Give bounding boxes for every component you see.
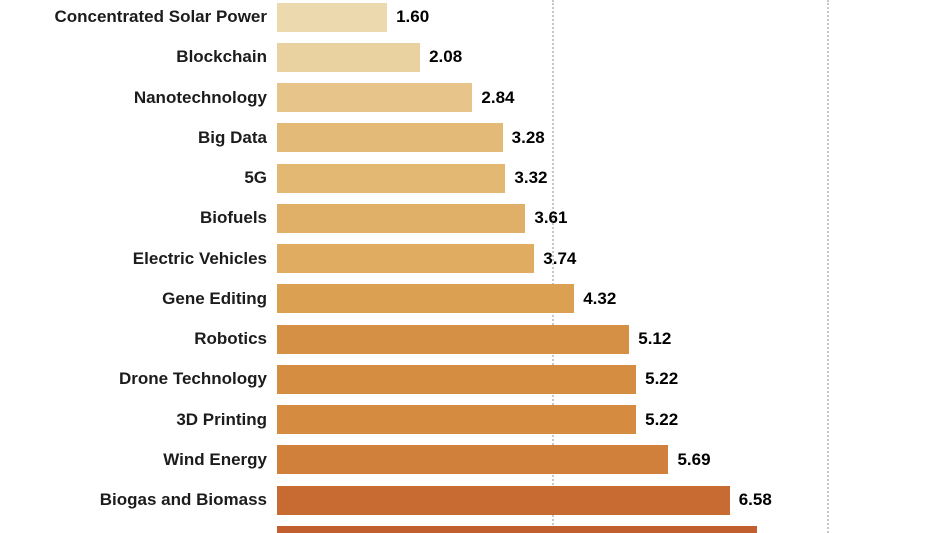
gridline xyxy=(552,0,555,533)
bar-row: Biogas and Biomass 6.58 xyxy=(0,480,950,520)
category-label: Robotics xyxy=(194,329,267,349)
category-label: Green Hydrogen xyxy=(0,530,277,533)
value-label: 6.58 xyxy=(738,490,772,510)
value-label: 3.74 xyxy=(543,248,577,268)
bar xyxy=(277,203,526,233)
bar-row: 3D Printing 5.22 xyxy=(0,400,950,440)
value-label: 3.61 xyxy=(534,208,568,228)
bar xyxy=(277,284,575,314)
value-label: 2.08 xyxy=(429,47,463,67)
bar-row: Biofuels 3.61 xyxy=(0,198,950,238)
value-label: 5.12 xyxy=(638,329,672,349)
bar xyxy=(277,244,535,274)
category-label: Drone Technology xyxy=(119,369,267,389)
bar xyxy=(277,42,421,72)
bar-row: 5G 3.32 xyxy=(0,158,950,198)
category-label: Gene Editing xyxy=(162,288,267,308)
bar xyxy=(277,2,388,32)
bar xyxy=(277,123,503,153)
category-label: 3D Printing xyxy=(176,409,267,429)
category-label: Biofuels xyxy=(199,208,267,228)
category-label: Big Data xyxy=(198,127,267,147)
category-label: 5G xyxy=(244,168,267,188)
value-label: 5.22 xyxy=(645,409,679,429)
bar xyxy=(277,364,637,394)
gridline xyxy=(827,0,830,533)
category-label: Concentrated Solar Power xyxy=(54,7,267,27)
value-label: 3.32 xyxy=(514,168,548,188)
bar-row: Drone Technology 5.22 xyxy=(0,359,950,399)
bar-row: Blockchain 2.08 xyxy=(0,37,950,77)
bar xyxy=(277,163,506,193)
bar xyxy=(277,525,758,533)
bar-row: Nanotechnology 2.84 xyxy=(0,78,950,118)
category-label: Electric Vehicles xyxy=(132,248,267,268)
bar-row: Robotics 5.12 xyxy=(0,319,950,359)
value-label: 4.32 xyxy=(583,288,617,308)
bar-row: Wind Energy 5.69 xyxy=(0,440,950,480)
value-label: 6.98 xyxy=(766,530,799,533)
bar-row: Big Data 3.28 xyxy=(0,118,950,158)
bar xyxy=(277,324,630,354)
bar xyxy=(277,485,730,515)
bar-row: Gene Editing 4.32 xyxy=(0,279,950,319)
category-label: Wind Energy xyxy=(163,449,267,469)
category-label: Nanotechnology xyxy=(133,87,267,107)
value-label: 1.60 xyxy=(396,7,430,27)
value-label: 5.69 xyxy=(677,449,711,469)
bar xyxy=(277,405,637,435)
bar-row: Green Hydrogen 6.98 xyxy=(0,520,950,533)
value-label: 5.22 xyxy=(645,369,679,389)
bar-row: Electric Vehicles 3.74 xyxy=(0,239,950,279)
category-label: Blockchain xyxy=(176,47,267,67)
bar xyxy=(277,83,473,113)
value-label: 3.28 xyxy=(511,127,545,147)
value-label: 2.84 xyxy=(481,87,515,107)
bar xyxy=(277,445,669,475)
category-label: Biogas and Biomass xyxy=(99,490,267,510)
bar-row: Concentrated Solar Power 1.60 xyxy=(0,0,950,37)
